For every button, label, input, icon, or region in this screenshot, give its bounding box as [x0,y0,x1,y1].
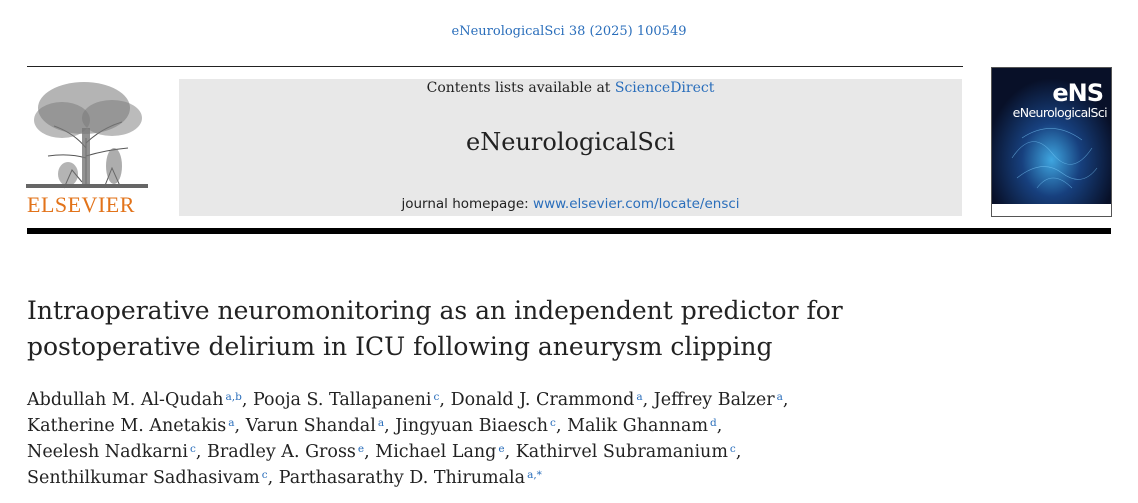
author-affiliation[interactable]: e [357,443,365,455]
homepage-line: journal homepage: www.elsevier.com/locat… [179,196,962,212]
author-affiliation[interactable]: a [228,417,235,429]
author-affiliation[interactable]: d [710,417,717,429]
author-name[interactable]: Michael Lang [375,442,497,462]
author-name[interactable]: Donald J. Crammond [450,390,635,410]
author-name[interactable]: Senthilkumar Sadhasivam [27,468,260,488]
elsevier-wordmark: ELSEVIER [27,192,135,217]
sciencedirect-link[interactable]: ScienceDirect [614,80,715,96]
journal-title: eNeurologicalSci [466,128,675,156]
homepage-prefix: journal homepage: [401,196,534,212]
author-name[interactable]: Abdullah M. Al-Qudah [27,390,224,410]
author-name[interactable]: Neelesh Nadkarni [27,442,189,462]
journal-cover[interactable]: eNS eNeurologicalSci [991,67,1112,217]
contents-line: Contents lists available at ScienceDirec… [179,80,962,96]
author-affiliation[interactable]: a,b [225,391,242,403]
author-name[interactable]: Jeffrey Balzer [653,390,775,410]
author-name[interactable]: Jingyuan Biaesch [395,416,549,436]
header-divider [27,228,1111,234]
author-name[interactable]: Katherine M. Anetakis [27,416,227,436]
author-name[interactable]: Kathirvel Subramanium [515,442,728,462]
title-line-2: postoperative delirium in ICU following … [27,332,773,361]
top-divider [27,66,963,67]
contents-prefix: Contents lists available at [426,80,615,96]
author-affiliation[interactable]: c [550,417,556,429]
article-title: Intraoperative neuromonitoring as an ind… [27,293,927,365]
author-name[interactable]: Malik Ghannam [567,416,709,436]
brain-illustration [992,68,1111,216]
tree-icon [26,82,148,189]
author-affiliation[interactable]: c [729,443,736,455]
author-affiliation[interactable]: c [190,443,196,455]
author-affiliation[interactable]: a [776,391,783,403]
author-name[interactable]: Pooja S. Tallapaneni [252,390,432,410]
author-affiliation[interactable]: a,* [527,469,542,481]
author-affiliation[interactable]: c [433,391,440,403]
cover-footer [992,204,1111,216]
elsevier-logo[interactable]: ELSEVIER [24,78,154,218]
author-affiliation[interactable]: a [636,391,643,403]
author-name[interactable]: Bradley A. Gross [207,442,356,462]
title-line-1: Intraoperative neuromonitoring as an ind… [27,296,843,325]
homepage-link[interactable]: www.elsevier.com/locate/ensci [533,196,740,212]
author-list: Abdullah M. Al-Qudah a,b, Pooja S. Tallap… [27,390,789,488]
author-affiliation[interactable]: c [261,469,268,481]
author-affiliation[interactable]: a [377,417,385,429]
cover-abbrev: eNS [1052,79,1104,107]
cover-journal-name: eNeurologicalSci [1012,105,1108,120]
journal-citation[interactable]: eNeurologicalSci 38 (2025) 100549 [451,24,687,39]
author-name[interactable]: Varun Shandal [245,416,376,436]
journal-banner: Contents lists available at ScienceDirec… [179,79,962,216]
author-affiliation[interactable]: e [498,443,505,455]
author-name[interactable]: Parthasarathy D. Thirumala [278,468,526,488]
